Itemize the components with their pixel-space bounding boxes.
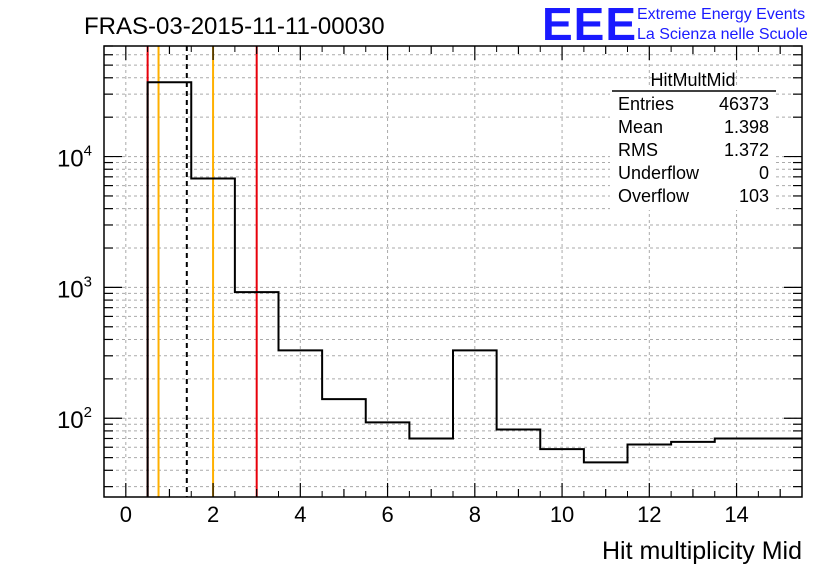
x-tick-label: 12 xyxy=(637,502,661,527)
x-tick-label: 10 xyxy=(550,502,574,527)
y-tick-labels: 102 103 104 xyxy=(57,143,92,435)
x-tick-label: 14 xyxy=(724,502,748,527)
stats-value: 0 xyxy=(759,163,769,183)
x-tick-label: 2 xyxy=(207,502,219,527)
histogram-series xyxy=(146,81,802,497)
stats-box-background xyxy=(610,88,776,210)
x-tick-label: 0 xyxy=(120,502,132,527)
x-tick-label: 6 xyxy=(381,502,393,527)
stats-value: 1.372 xyxy=(724,140,769,160)
stats-box: HitMultMid Entries 46373 Mean 1.398 RMS 1.372… xyxy=(610,70,776,210)
stats-label: Overflow xyxy=(618,186,690,206)
eee-logo-mark: EEE xyxy=(542,0,637,50)
x-tick-labels: 0 2 4 6 8 10 12 14 xyxy=(120,502,749,527)
stats-value: 103 xyxy=(739,186,769,206)
stats-label: Underflow xyxy=(618,163,700,183)
marker-lines xyxy=(146,46,258,497)
stats-value: 46373 xyxy=(719,94,769,114)
stats-rows: Entries 46373 Mean 1.398 RMS 1.372 Underflow 0 O… xyxy=(618,94,769,206)
x-tick-label: 4 xyxy=(294,502,306,527)
axis-ticks xyxy=(103,45,803,497)
stats-label: RMS xyxy=(618,140,658,160)
stats-box-title: HitMultMid xyxy=(650,70,735,90)
eee-logo: EEE Extreme Energy Events La Scienza nel… xyxy=(542,0,808,50)
y-tick-label: 102 xyxy=(57,404,92,434)
x-tick-label: 8 xyxy=(469,502,481,527)
y-tick-label: 103 xyxy=(57,273,92,303)
stats-value: 1.398 xyxy=(724,117,769,137)
y-tick-label: 104 xyxy=(57,143,92,173)
eee-logo-line2: La Scienza nelle Scuole xyxy=(637,26,808,43)
eee-logo-line1: Extreme Energy Events xyxy=(637,6,805,23)
stats-label: Mean xyxy=(618,117,663,137)
run-title: FRAS-03-2015-11-11-00030 xyxy=(84,13,385,40)
x-axis-label: Hit multiplicity Mid xyxy=(602,537,802,565)
stats-label: Entries xyxy=(618,94,674,114)
